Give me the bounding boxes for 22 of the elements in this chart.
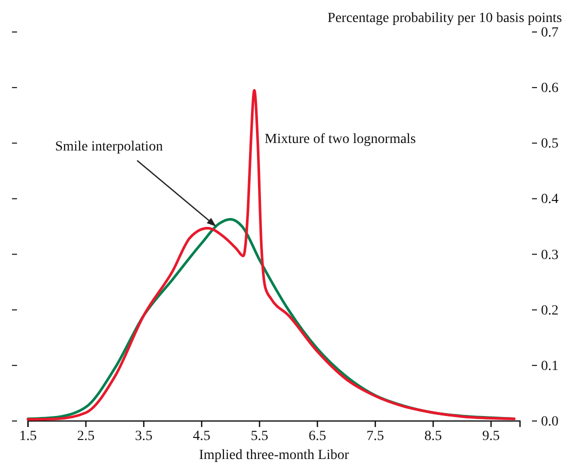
- x-tick-label: 1.5: [19, 428, 37, 444]
- y-tick-label: 0.3: [541, 248, 558, 263]
- annotation: Smile interpolation: [55, 140, 163, 154]
- y-tick-label: 0.5: [541, 136, 558, 152]
- x-tick-label: 6.5: [308, 428, 326, 444]
- x-axis-title: Implied three-month Libor: [198, 448, 350, 463]
- x-tick-label: 2.5: [77, 428, 95, 444]
- annotation: Mixture of two lognormals: [264, 132, 416, 148]
- y-tick-label: 0.1: [541, 358, 558, 374]
- y-tick-label: 0.2: [541, 303, 558, 318]
- x-tick-label: 8.5: [424, 428, 442, 444]
- y-axis-title: Percentage probability per 10 basis points: [328, 11, 562, 26]
- y-tick-label: 0.0: [541, 414, 558, 430]
- y-tick-label: 0.4: [541, 192, 558, 208]
- x-tick-label: 4.5: [192, 428, 210, 444]
- y-tick-label: 0.7: [541, 25, 558, 40]
- x-tick-label: 3.5: [135, 428, 153, 444]
- x-tick-label: 5.5: [250, 428, 268, 444]
- x-tick-label: 7.5: [366, 428, 384, 444]
- y-tick-label: 0.6: [541, 81, 558, 96]
- line-series: [26, 89, 516, 421]
- x-tick-label: 9.5: [482, 428, 500, 444]
